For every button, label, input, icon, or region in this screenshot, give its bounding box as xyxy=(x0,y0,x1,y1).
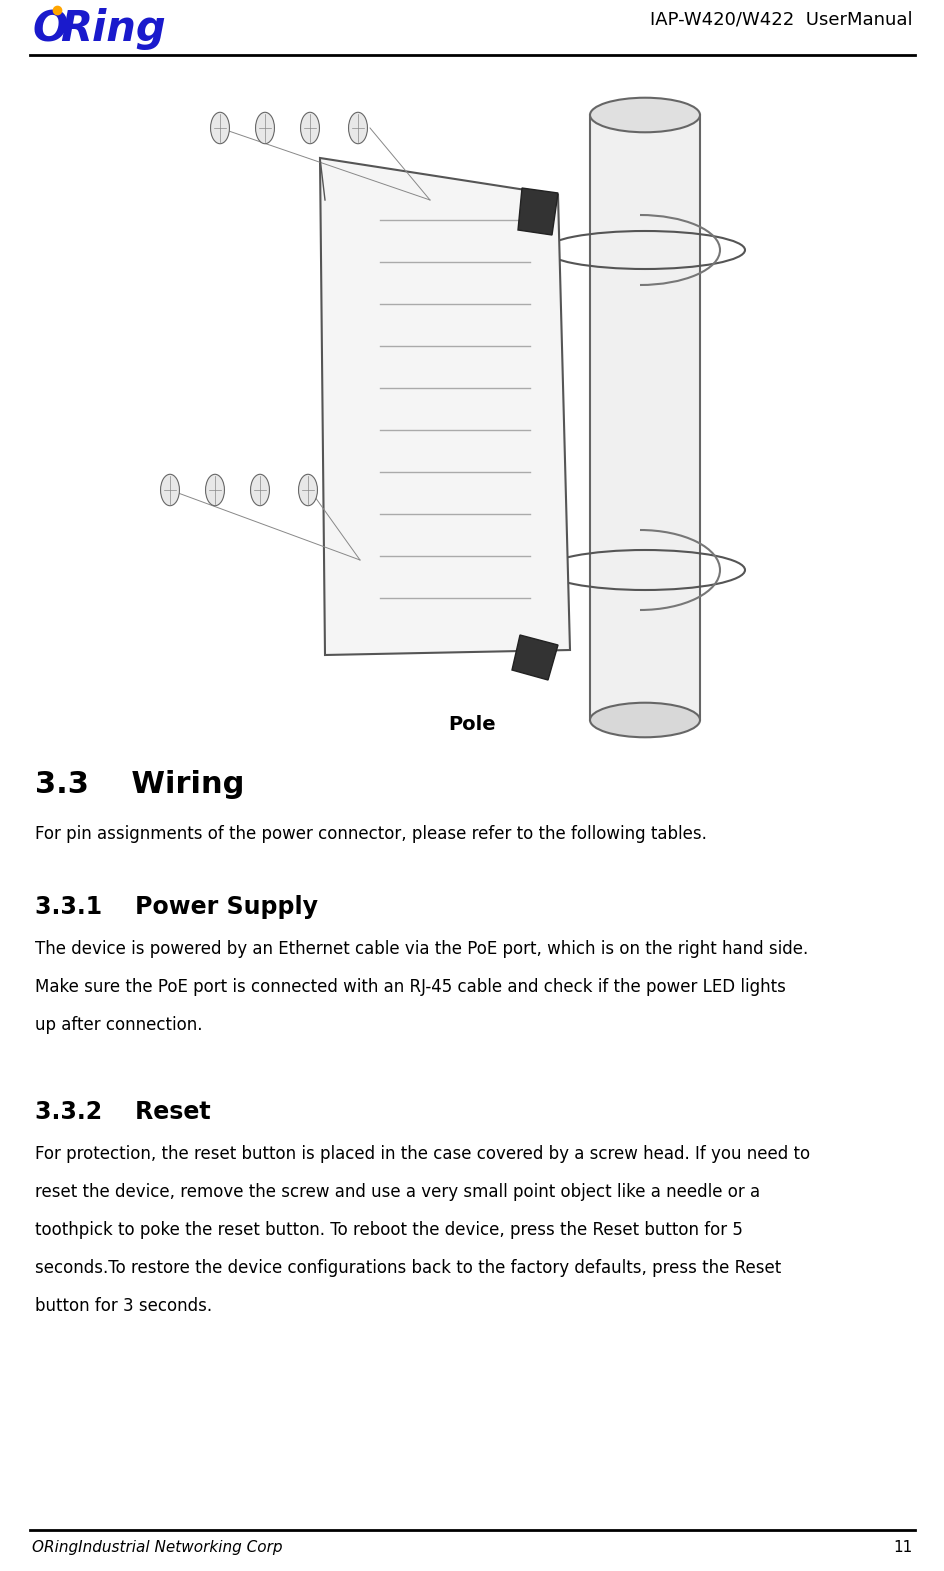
Polygon shape xyxy=(517,189,557,236)
Text: IAP-W420/W422  UserManual: IAP-W420/W422 UserManual xyxy=(649,9,912,28)
Text: 3.3    Wiring: 3.3 Wiring xyxy=(35,770,244,800)
Circle shape xyxy=(250,474,269,506)
Circle shape xyxy=(255,112,274,143)
Ellipse shape xyxy=(589,702,700,737)
Text: O: O xyxy=(32,8,67,50)
Text: reset the device, remove the screw and use a very small point object like a need: reset the device, remove the screw and u… xyxy=(35,1183,759,1200)
Text: 3.3.2    Reset: 3.3.2 Reset xyxy=(35,1100,211,1123)
Text: seconds.To restore the device configurations back to the factory defaults, press: seconds.To restore the device configurat… xyxy=(35,1258,781,1277)
Circle shape xyxy=(348,112,367,143)
Text: Make sure the PoE port is connected with an RJ-45 cable and check if the power L: Make sure the PoE port is connected with… xyxy=(35,979,785,996)
Circle shape xyxy=(298,474,317,506)
Text: For protection, the reset button is placed in the case covered by a screw head. : For protection, the reset button is plac… xyxy=(35,1145,809,1163)
Text: ORingIndustrial Networking Corp: ORingIndustrial Networking Corp xyxy=(32,1540,282,1555)
Text: Ring: Ring xyxy=(59,8,165,50)
Polygon shape xyxy=(320,159,569,655)
Text: button for 3 seconds.: button for 3 seconds. xyxy=(35,1298,211,1315)
Circle shape xyxy=(211,112,229,143)
Circle shape xyxy=(160,474,179,506)
Text: Pole: Pole xyxy=(448,715,496,734)
Text: 3.3.1    Power Supply: 3.3.1 Power Supply xyxy=(35,895,318,919)
Polygon shape xyxy=(512,635,557,680)
Text: 11: 11 xyxy=(893,1540,912,1555)
Text: The device is powered by an Ethernet cable via the PoE port, which is on the rig: The device is powered by an Ethernet cab… xyxy=(35,939,807,958)
Text: up after connection.: up after connection. xyxy=(35,1016,202,1034)
Circle shape xyxy=(300,112,319,143)
Circle shape xyxy=(206,474,225,506)
Text: For pin assignments of the power connector, please refer to the following tables: For pin assignments of the power connect… xyxy=(35,825,706,844)
Polygon shape xyxy=(589,115,700,720)
Ellipse shape xyxy=(589,97,700,132)
Text: toothpick to poke the reset button. To reboot the device, press the Reset button: toothpick to poke the reset button. To r… xyxy=(35,1221,742,1240)
